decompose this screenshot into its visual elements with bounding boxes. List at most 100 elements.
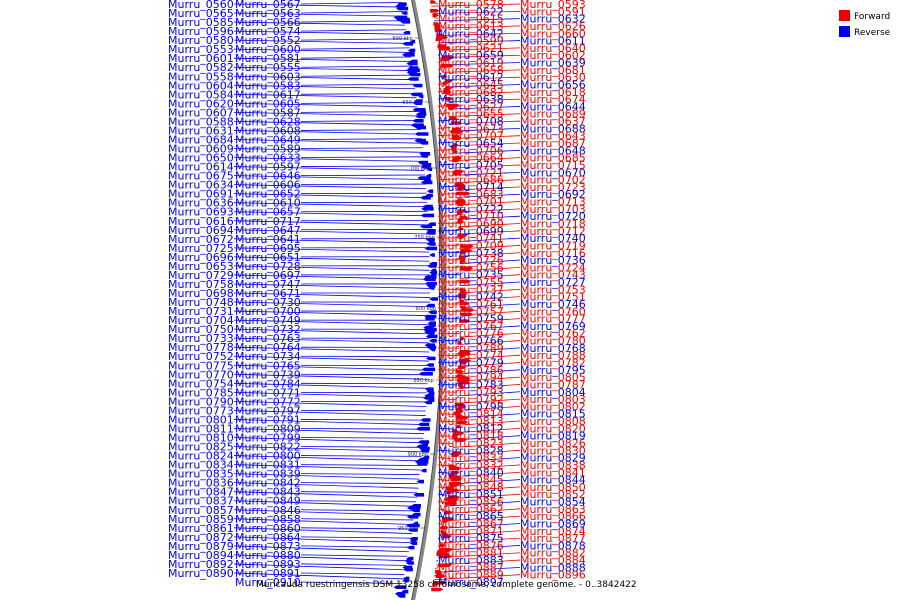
label-leader-line [437,479,449,481]
reverse-gene-feature [409,39,416,44]
label-leader-line [454,420,521,426]
label-leader-line [459,259,521,264]
label-leader-line [442,523,521,529]
gene-label: Murru_0803 [520,393,586,406]
label-leader-line [233,337,430,344]
reverse-gene-feature [402,42,414,46]
label-leader-line [233,328,430,335]
legend-forward-label: Forward [854,12,890,22]
gene-label: Murru_0813 [438,415,504,428]
gene-label: Murru_0775 [168,359,234,372]
label-leader-line [437,501,446,503]
forward-gene-feature [438,46,451,50]
gene-label: Murru_0889 [438,569,504,582]
label-leader-line [300,509,415,512]
reverse-gene-feature [414,125,427,130]
gene-features [393,0,475,598]
gene-label: Murru_0651 [235,251,301,264]
gene-label: Murru_0621 [438,42,504,55]
gene-label: Murru_0843 [235,486,301,499]
label-leader-line [437,60,442,63]
forward-gene-feature [457,202,466,207]
forward-gene-feature [435,574,446,578]
forward-gene-feature [441,57,452,61]
reverse-gene-feature [425,303,435,308]
label-leader-line [446,493,521,500]
reverse-gene-feature [426,189,434,193]
gene-label: Murru_0648 [520,144,586,157]
gene-label-leaders [233,2,521,584]
gene-label: Murru_0798 [438,400,504,413]
label-leader-line [233,12,403,17]
forward-gene-feature [460,244,474,248]
gene-label: Murru_0757 [438,305,504,318]
gene-label: Murru_0601 [168,52,234,65]
reverse-gene-feature [397,594,406,598]
gene-label: Murru_0695 [235,242,301,255]
label-leader-line [437,156,454,159]
label-leader-line [450,127,521,132]
gene-label: Murru_0699 [438,225,504,238]
gene-label: Murru_0727 [520,276,586,289]
gene-label: Murru_0877 [520,532,586,545]
forward-gene-feature [460,336,466,341]
gene-label: Murru_0732 [235,323,301,336]
gene-label: Murru_0688 [520,122,586,135]
forward-gene-feature [451,453,459,457]
label-leader-line [300,419,425,421]
gene-label: Murru_0580 [168,34,234,47]
label-leader-line [233,238,429,244]
gene-label: Murru_0609 [168,143,234,156]
label-leader-line [300,20,405,23]
gene-label: Murru_0773 [168,404,234,417]
label-leader-line [457,215,521,220]
gene-label: Murru_0664 [438,152,504,165]
gene-label: Murru_0819 [520,430,586,443]
forward-gene-feature [452,136,462,141]
label-leader-line [435,566,521,573]
gene-label: Murru_0862 [438,503,504,516]
label-leader-line [300,428,425,430]
gene-label: Murru_0721 [438,166,504,179]
gene-label: Murru_0642 [438,27,504,40]
gene-label: Murru_0802 [520,400,586,413]
forward-gene-feature [459,301,470,306]
label-leader-line [452,149,521,154]
gene-label: Murru_0558 [168,70,234,83]
forward-gene-feature [430,0,437,4]
chromosome-backbone [411,0,446,600]
gene-label: Murru_0771 [235,386,301,399]
forward-gene-feature [445,79,453,83]
gene-label: Murru_0825 [168,441,234,454]
label-leader-line [456,193,521,198]
label-leader-line [233,400,427,407]
gene-label: Murru_0616 [168,215,234,228]
gene-label: Murru_0844 [520,474,586,487]
label-leader-line [300,11,403,14]
gene-label: Murru_0897 [438,576,504,589]
label-leader-line [458,354,521,360]
gene-label: Murru_0883 [438,554,504,567]
gene-label: Murru_0622 [438,5,504,18]
forward-gene-feature [449,116,458,121]
label-leader-line [233,283,430,289]
gene-label: Murru_0563 [235,7,301,20]
reverse-gene-feature [424,400,433,405]
reverse-gene-feature [421,367,436,372]
gene-label: Murru_0641 [235,233,301,246]
gene-label: Murru_0593 [520,0,586,11]
map-caption: Muricauda ruestringensis DSM 13258 chrom… [256,580,637,590]
forward-gene-feature [450,477,462,482]
gene-label: Murru_0829 [520,452,586,465]
label-leader-line [459,340,521,345]
label-leader-line [233,518,414,525]
gene-label: Murru_0703 [520,203,586,216]
forward-gene-feature [457,365,467,369]
label-leader-line [455,186,521,191]
gene-label: Murru_0846 [235,504,301,517]
forward-gene-feature [454,438,467,442]
gene-label: Murru_0659 [438,49,504,62]
gene-label: Murru_0701 [438,196,504,209]
label-leader-line [442,69,521,73]
label-leader-line [436,559,521,566]
